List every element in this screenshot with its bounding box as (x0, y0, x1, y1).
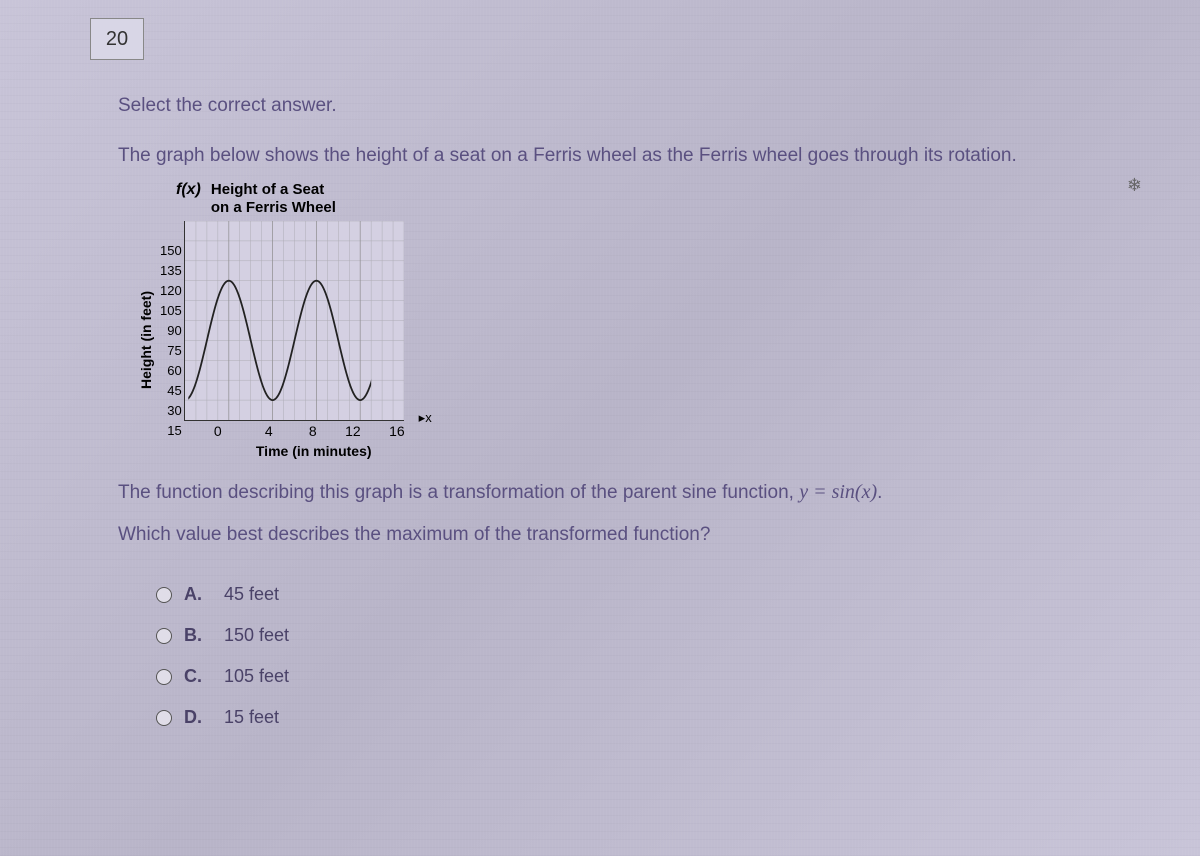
option-letter: C. (184, 666, 206, 687)
post-chart-text: The function describing this graph is a … (118, 481, 1140, 504)
x-tick: 12 (317, 423, 361, 439)
y-axis-label: Height (in feet) (138, 291, 154, 389)
post-text-suffix: . (877, 482, 882, 503)
option-letter: D. (184, 707, 206, 728)
y-tick: 135 (160, 260, 182, 280)
x-tick: 4 (229, 423, 273, 439)
question-number-box: 20 (90, 18, 144, 60)
y-tick: 120 (160, 280, 182, 300)
description-text: The graph below shows the height of a se… (118, 145, 1140, 167)
option-letter: B. (184, 625, 206, 646)
y-tick-labels: 150135120105907560453015 (160, 240, 184, 440)
question-content: Select the correct answer. The graph bel… (118, 95, 1140, 748)
plot-area: ▸x (184, 221, 404, 421)
x-tick: 16 (361, 423, 405, 439)
formula: y = sin(x) (799, 481, 877, 503)
radio-button[interactable] (156, 669, 172, 685)
radio-button[interactable] (156, 710, 172, 726)
option-letter: A. (184, 584, 206, 605)
option-text: 150 feet (224, 625, 289, 646)
answer-options: A. 45 feet B. 150 feet C. 105 feet D. 15 feet (156, 584, 1140, 728)
y-tick: 30 (167, 400, 181, 420)
chart-container: f(x) Height of a Seat on a Ferris Wheel … (138, 181, 498, 459)
option-text: 15 feet (224, 707, 279, 728)
x-arrow-label: x (425, 410, 432, 425)
x-tick: 8 (273, 423, 317, 439)
y-tick: 60 (167, 360, 181, 380)
chart-svg (185, 221, 404, 420)
x-tick: 0 (208, 423, 222, 439)
chart-title: Height of a Seat on a Ferris Wheel (211, 181, 336, 217)
question-number: 20 (106, 28, 128, 51)
x-tick-labels: 0481216 (224, 421, 404, 441)
y-tick: 75 (167, 340, 181, 360)
question-text: Which value best describes the maximum o… (118, 524, 1140, 546)
option-text: 105 feet (224, 666, 289, 687)
y-tick: 15 (167, 420, 181, 440)
x-arrow: ▸x (419, 410, 432, 426)
post-text-prefix: The function describing this graph is a … (118, 482, 799, 503)
option-row[interactable]: C. 105 feet (156, 666, 1140, 687)
y-tick: 90 (167, 320, 181, 340)
y-tick: 105 (160, 300, 182, 320)
option-text: 45 feet (224, 584, 279, 605)
option-row[interactable]: B. 150 feet (156, 625, 1140, 646)
radio-button[interactable] (156, 628, 172, 644)
chart-title-line1: Height of a Seat (211, 181, 336, 199)
prompt-text: Select the correct answer. (118, 95, 1140, 117)
fx-label: f(x) (176, 181, 201, 199)
x-axis-label: Time (in minutes) (224, 443, 404, 459)
option-row[interactable]: D. 15 feet (156, 707, 1140, 728)
radio-button[interactable] (156, 587, 172, 603)
chart-title-line2: on a Ferris Wheel (211, 199, 336, 217)
y-tick: 45 (167, 380, 181, 400)
option-row[interactable]: A. 45 feet (156, 584, 1140, 605)
y-tick: 150 (160, 240, 182, 260)
